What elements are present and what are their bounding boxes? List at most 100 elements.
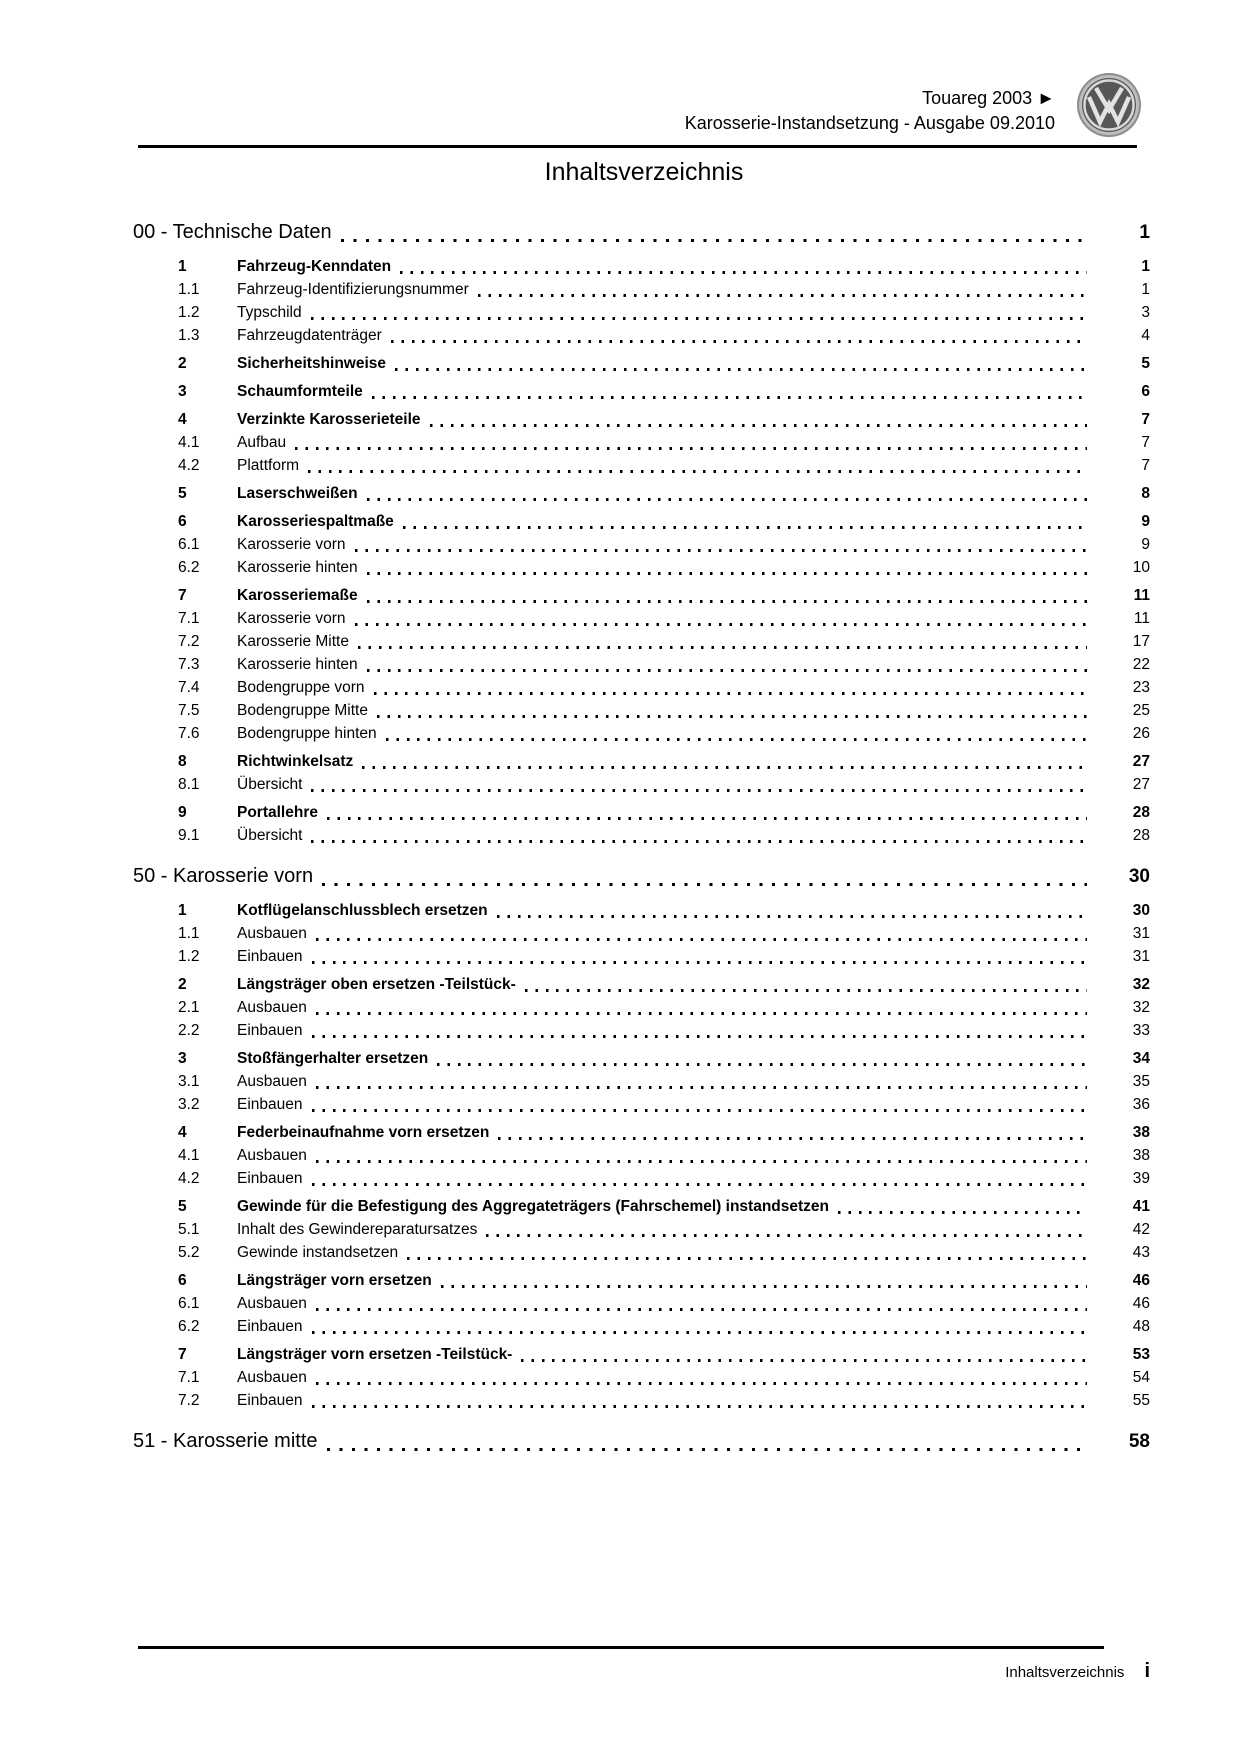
- toc-entry-row[interactable]: 7.1 Karosserie vorn 11: [133, 607, 1150, 630]
- toc-entry-row[interactable]: 3.2 Einbauen 36: [133, 1093, 1150, 1116]
- entry-number: 5: [178, 485, 187, 502]
- dot-leader: [295, 447, 1087, 450]
- toc-entry-row[interactable]: 5 Gewinde für die Befestigung des Aggreg…: [133, 1195, 1150, 1218]
- toc-chapter-row[interactable]: 50 - Karosserie vorn 30: [133, 862, 1150, 891]
- toc-entry-row[interactable]: 6.1 Karosserie vorn 9: [133, 533, 1150, 556]
- toc-entry-row[interactable]: 4.1 Ausbauen 38: [133, 1144, 1150, 1167]
- entry-number: 4.2: [178, 457, 200, 474]
- toc-entry-row[interactable]: 3 Stoßfängerhalter ersetzen 34: [133, 1047, 1150, 1070]
- dot-leader: [407, 1257, 1087, 1260]
- toc-entry-row[interactable]: 4.1 Aufbau 7: [133, 431, 1150, 454]
- toc-entry-row[interactable]: 1 Kotflügelanschlussblech ersetzen 30: [133, 899, 1150, 922]
- toc-entry-row[interactable]: 1.2 Einbauen 31: [133, 945, 1150, 968]
- toc-entry-row[interactable]: 4.2 Einbauen 39: [133, 1167, 1150, 1190]
- toc-entry-row[interactable]: 5.2 Gewinde instandsetzen 43: [133, 1241, 1150, 1264]
- entry-page-number: 54: [1132, 1369, 1150, 1386]
- dot-leader: [340, 239, 1087, 242]
- entry-page-number: 11: [1133, 610, 1150, 627]
- toc-entry-row[interactable]: 2.1 Ausbauen 32: [133, 996, 1150, 1019]
- entry-number: 2.1: [178, 999, 200, 1016]
- entry-number: 2: [178, 976, 187, 993]
- toc-entry-row[interactable]: 7.4 Bodengruppe vorn 23: [133, 676, 1150, 699]
- entry-page-number: 33: [1132, 1022, 1150, 1039]
- entry-number: 1: [178, 902, 187, 919]
- entry-title: Fahrzeug-Kenndaten: [237, 258, 392, 275]
- toc-entry-row[interactable]: 7.3 Karosserie hinten 22: [133, 653, 1150, 676]
- entry-number: 7.5: [178, 702, 200, 719]
- toc-entry-row[interactable]: 4 Federbeinaufnahme vorn ersetzen 38: [133, 1121, 1150, 1144]
- toc-entry-row[interactable]: 6 Längsträger vorn ersetzen 46: [133, 1269, 1150, 1292]
- toc-entry-row[interactable]: 6.2 Einbauen 48: [133, 1315, 1150, 1338]
- toc-entry-row[interactable]: 7.2 Einbauen 55: [133, 1389, 1150, 1412]
- entry-page-number: 26: [1132, 725, 1150, 742]
- entry-title: Plattform: [237, 457, 300, 474]
- toc-entry-row[interactable]: 8 Richtwinkelsatz 27: [133, 750, 1150, 773]
- toc-chapter-row[interactable]: 51 - Karosserie mitte 58: [133, 1427, 1150, 1456]
- toc-entry-row[interactable]: 8.1 Übersicht 27: [133, 773, 1150, 796]
- toc-entry-row[interactable]: 5.1 Inhalt des Gewindereparatursatzes 42: [133, 1218, 1150, 1241]
- toc-entry-row[interactable]: 1.1 Fahrzeug-Identifizierungsnummer 1: [133, 278, 1150, 301]
- toc-chapter-row[interactable]: 00 - Technische Daten 1: [133, 218, 1150, 247]
- toc-entry-row[interactable]: 9 Portallehre 28: [133, 801, 1150, 824]
- dot-leader: [486, 1234, 1087, 1237]
- entry-title: Gewinde instandsetzen: [237, 1244, 399, 1261]
- dot-leader: [308, 470, 1087, 473]
- entry-page-number: 31: [1132, 925, 1150, 942]
- toc-entry-row[interactable]: 1.3 Fahrzeugdatenträger 4: [133, 324, 1150, 347]
- dot-leader: [315, 1308, 1087, 1311]
- chapter-page-number: 1: [1139, 222, 1150, 243]
- entry-title: Ausbauen: [237, 925, 307, 942]
- dot-leader: [315, 1012, 1087, 1015]
- entry-title: Längsträger oben ersetzen -Teilstück-: [237, 976, 516, 993]
- toc-entry-row[interactable]: 5 Laserschweißen 8: [133, 482, 1150, 505]
- entry-number: 4.1: [178, 1147, 200, 1164]
- toc-entry-row[interactable]: 1.1 Ausbauen 31: [133, 922, 1150, 945]
- toc-entry-row[interactable]: 3 Schaumformteile 6: [133, 380, 1150, 403]
- toc-entry-row[interactable]: 2.2 Einbauen 33: [133, 1019, 1150, 1042]
- entry-page-number: 23: [1132, 679, 1150, 696]
- toc-entry-row[interactable]: 9.1 Übersicht 28: [133, 824, 1150, 847]
- dot-leader: [390, 340, 1087, 343]
- toc-entry-row[interactable]: 7 Karosseriemaße 11: [133, 584, 1150, 607]
- dot-leader: [311, 1183, 1087, 1186]
- toc-entry-row[interactable]: 4.2 Plattform 7: [133, 454, 1150, 477]
- entry-number: 6.1: [178, 1295, 200, 1312]
- entry-title: Karosserie vorn: [237, 610, 346, 627]
- toc-entry-row[interactable]: 6.1 Ausbauen 46: [133, 1292, 1150, 1315]
- toc-entry-row[interactable]: 7.2 Karosserie Mitte 17: [133, 630, 1150, 653]
- dot-leader: [366, 669, 1087, 672]
- toc-entry-row[interactable]: 4 Verzinkte Karosserieteile 7: [133, 408, 1150, 431]
- toc-entry-row[interactable]: 3.1 Ausbauen 35: [133, 1070, 1150, 1093]
- entry-title: Gewinde für die Befestigung des Aggregat…: [237, 1198, 829, 1215]
- entry-page-number: 7: [1141, 411, 1150, 428]
- chapter-label: 51 - Karosserie mitte: [133, 1430, 318, 1452]
- dot-leader: [477, 294, 1087, 297]
- toc-entry-row[interactable]: 7.6 Bodengruppe hinten 26: [133, 722, 1150, 745]
- toc-entry-row[interactable]: 2 Sicherheitshinweise 5: [133, 352, 1150, 375]
- entry-page-number: 1: [1141, 281, 1150, 298]
- dot-leader: [326, 817, 1087, 820]
- entry-number: 6.2: [178, 1318, 200, 1335]
- dot-leader: [326, 1448, 1087, 1451]
- dot-leader: [322, 883, 1087, 886]
- toc-entry-row[interactable]: 1.2 Typschild 3: [133, 301, 1150, 324]
- entry-number: 7.1: [178, 1369, 200, 1386]
- entry-page-number: 5: [1141, 355, 1150, 372]
- entry-page-number: 42: [1132, 1221, 1150, 1238]
- entry-page-number: 6: [1141, 383, 1150, 400]
- entry-title: Übersicht: [237, 827, 303, 844]
- toc-entry-row[interactable]: 7.5 Bodengruppe Mitte 25: [133, 699, 1150, 722]
- toc-entry-row[interactable]: 7.1 Ausbauen 54: [133, 1366, 1150, 1389]
- entry-title: Bodengruppe Mitte: [237, 702, 368, 719]
- toc-entry-row[interactable]: 1 Fahrzeug-Kenndaten 1: [133, 255, 1150, 278]
- entry-page-number: 38: [1132, 1124, 1150, 1141]
- dot-leader: [311, 961, 1087, 964]
- toc-entry-row[interactable]: 6.2 Karosserie hinten 10: [133, 556, 1150, 579]
- entry-page-number: 9: [1141, 513, 1150, 530]
- toc-entry-row[interactable]: 7 Längsträger vorn ersetzen -Teilstück- …: [133, 1343, 1150, 1366]
- toc-entry-row[interactable]: 6 Karosseriespaltmaße 9: [133, 510, 1150, 533]
- dot-leader: [315, 938, 1087, 941]
- toc-entry-row[interactable]: 2 Längsträger oben ersetzen -Teilstück- …: [133, 973, 1150, 996]
- entry-number: 7.2: [178, 633, 200, 650]
- entry-number: 1.1: [178, 925, 200, 942]
